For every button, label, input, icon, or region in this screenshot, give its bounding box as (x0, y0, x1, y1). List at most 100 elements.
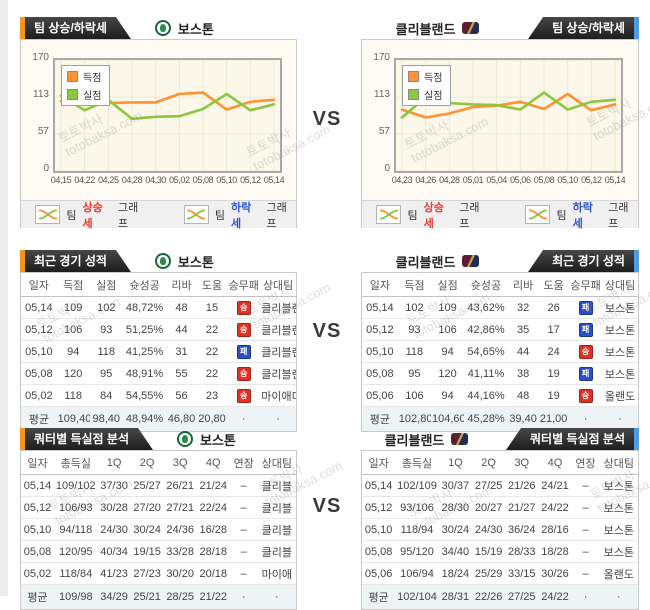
x-tick-label: 04,15 (50, 175, 72, 185)
column-header: 슛성공 (464, 273, 508, 297)
table-cell: 106 (397, 384, 431, 407)
table-cell: 43,62% (464, 296, 508, 319)
table-cell: 34/40 (438, 540, 472, 563)
quarter-analysis-table-right: 일자 총득실 1Q 2Q 3Q 4Q 연장 상대팀 05,14 102/109 30/37 27/25… (362, 451, 638, 609)
opponent-cell: · (260, 406, 296, 431)
team-right-name: 클리블랜드 (395, 21, 456, 37)
x-tick-label: 05,08 (533, 175, 555, 185)
table-cell: 24/22 (538, 496, 572, 519)
table-cell: 19/15 (130, 540, 164, 563)
win-badge: 승 (236, 322, 251, 337)
average-row: 평균 102/104 28/31 22/26 27/25 24/22 · · (362, 584, 638, 609)
table-cell: 05,10 (362, 340, 398, 363)
btn-text-fall: 하락세 (230, 201, 252, 230)
opponent-cell: · (599, 584, 638, 609)
x-tick-label: 04,23 (391, 175, 413, 185)
table-cell: – (571, 540, 600, 563)
table-cell: 26 (538, 296, 569, 319)
y-tick-label: 57 (37, 125, 49, 137)
table-cell: 48,91% (122, 362, 167, 385)
column-header: 일자 (362, 451, 396, 475)
recent-results-table-left: 일자 득점 실점 슛성공 리바 도움 승무패 상대팀 05,14 109 102 48,72% 48 15… (21, 273, 296, 431)
table-cell: 102/104 (395, 584, 439, 609)
column-header: 실점 (89, 273, 123, 297)
btn-text: 그래프 (459, 201, 480, 230)
table-cell: 95 (397, 362, 431, 385)
team-right-header: 클리블랜드 (396, 250, 480, 272)
rise-graph-button[interactable]: 팀 상승세 그래프 (376, 199, 489, 231)
table-cell: 102 (89, 296, 123, 319)
table-cell: 24/22 (538, 584, 572, 609)
opponent-cell: 보스톤 (599, 540, 638, 563)
table-cell: 95 (89, 362, 123, 385)
column-header: 1Q (97, 451, 131, 475)
btn-text: 팀 (66, 209, 77, 222)
team-right-header: 클리블랜드 (385, 428, 469, 450)
quarter-header-right: 클리블랜드 쿼터별 득실점 분석 (361, 428, 639, 450)
opponent-cell: · (257, 584, 296, 609)
result-cell: 승 (227, 384, 261, 407)
y-tick-label: 170 (32, 52, 49, 63)
table-cell: 48 (166, 296, 197, 319)
recent-tab-label: 최근 경기 성적 (552, 254, 625, 268)
table-cell: 48,72% (122, 296, 167, 319)
column-header: 슛성공 (122, 273, 167, 297)
rise-graph-button[interactable]: 팀 상승세 그래프 (35, 199, 148, 231)
table-cell: 44 (507, 340, 539, 363)
x-tick-label: 05,14 (604, 175, 626, 185)
legend-row: 실점 (408, 87, 442, 102)
table-cell: 05,14 (362, 474, 396, 497)
opponent-cell: 보스톤 (602, 296, 638, 319)
opponent-cell: 올랜도 (599, 562, 638, 585)
column-header: 도움 (196, 273, 228, 297)
table-cell: 05,02 (21, 562, 55, 585)
chart-legend: 득점 실점 (61, 65, 111, 106)
table-cell: – (229, 474, 258, 497)
opponent-cell: 클리블랜 (260, 340, 296, 363)
table-cell: – (571, 474, 600, 497)
y-tick-label: 113 (374, 89, 390, 101)
team-left-name: 보스톤 (177, 21, 214, 37)
table-cell: · (571, 584, 600, 609)
page-left-margin-strip (0, 0, 8, 596)
x-tick-label: 04,22 (74, 175, 95, 185)
table-cell: 22/26 (472, 584, 506, 609)
x-tick-label: 04,25 (98, 175, 119, 185)
opponent-cell: 클리블 (257, 518, 296, 541)
fall-graph-button[interactable]: 팀 하락세 그래프 (183, 199, 297, 231)
x-tick-label: 05,14 (263, 175, 285, 185)
x-tick-label: 04,26 (415, 175, 436, 185)
table-cell: 05,14 (362, 296, 398, 319)
table-cell: 46,80 (166, 406, 197, 431)
chart-area: 170 113 57 0 득점 실점 04,23 04,26 04,28 05,01 05,04… (362, 40, 638, 200)
fall-graph-button[interactable]: 팀 하락세 그래프 (525, 199, 638, 231)
table-cell: 106 (56, 318, 90, 341)
table-cell: 25/27 (130, 474, 164, 497)
orange-accent-bar (20, 17, 25, 39)
table-cell: 05,08 (21, 362, 57, 385)
team-right-header: 클리블랜드 (396, 17, 480, 39)
table-cell: 22/24 (196, 496, 230, 519)
table-cell: 55 (166, 362, 197, 385)
column-header: 2Q (130, 451, 164, 475)
table-cell: 106/93 (54, 496, 98, 519)
table-cell: 36/24 (505, 518, 539, 541)
opponent-cell: 보스톤 (599, 474, 638, 497)
table-cell: · (229, 584, 258, 609)
x-tick-label: 04,28 (121, 175, 143, 185)
table-cell: 27/21 (163, 496, 197, 519)
table-cell: 18/24 (438, 562, 472, 585)
x-tick-label: 05,12 (581, 175, 602, 185)
table-cell: – (229, 540, 258, 563)
legend-series-name: 실점 (424, 91, 443, 102)
recent-table-panel-left: 일자 득점 실점 슛성공 리바 도움 승무패 상대팀 05,14 109 102 48,72% 48 15… (20, 272, 297, 432)
btn-text: 그래프 (266, 201, 287, 230)
table-cell: 94 (430, 384, 465, 407)
column-header: 실점 (430, 273, 465, 297)
table-cell: 24 (538, 340, 569, 363)
table-cell: 109,40 (56, 406, 90, 431)
result-cell: · (227, 406, 261, 431)
opponent-cell: 클리블랜 (260, 318, 296, 341)
table-cell: 15/19 (472, 540, 506, 563)
